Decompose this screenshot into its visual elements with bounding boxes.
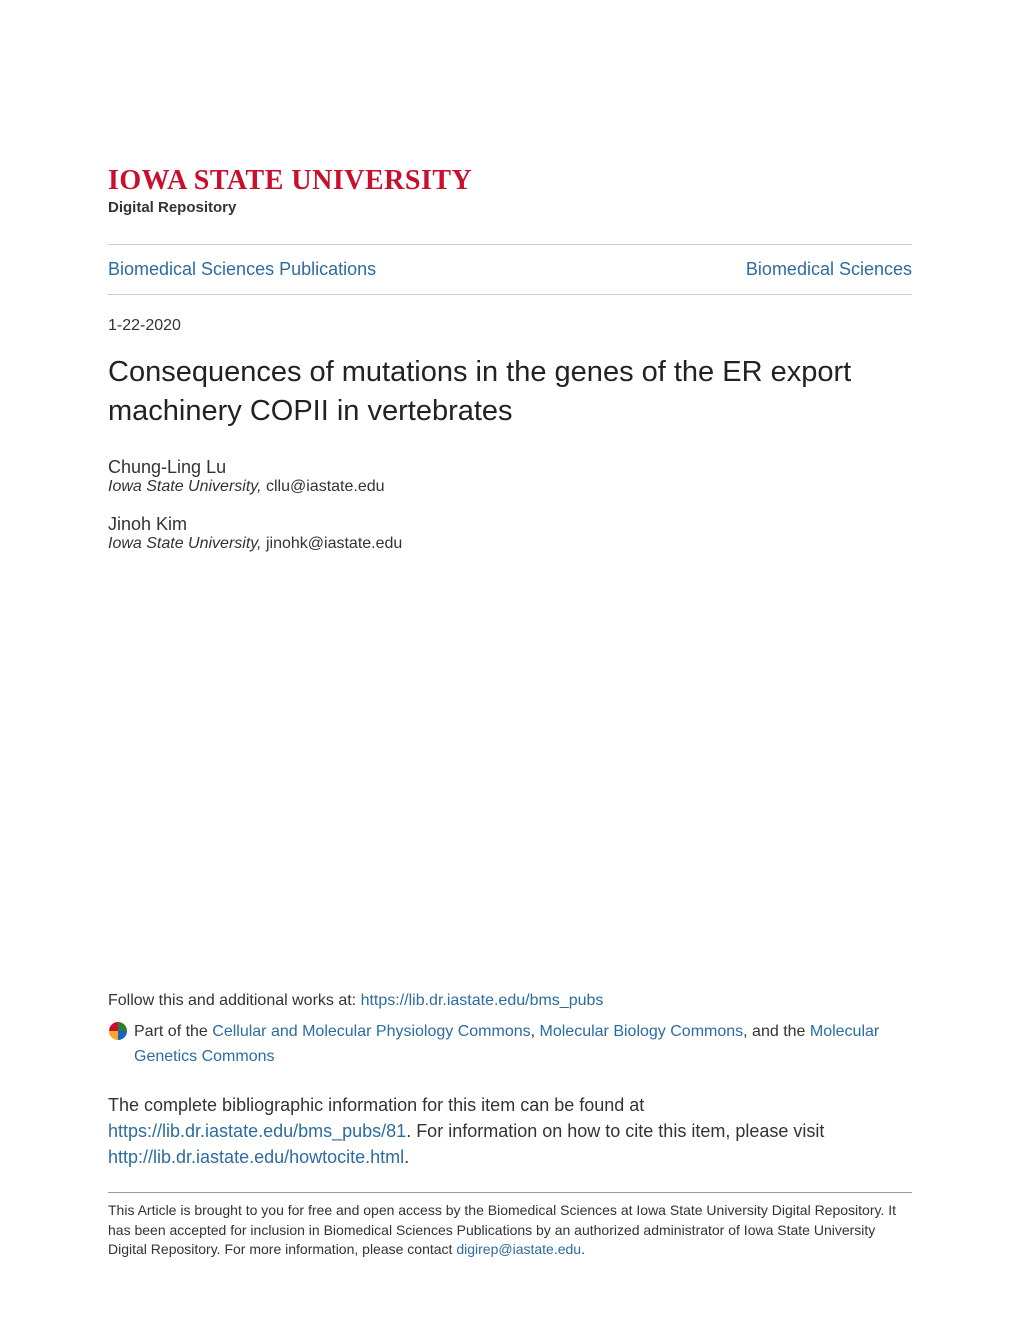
publication-date: 1-22-2020 xyxy=(108,317,912,335)
institution-logo: IOWA STATE UNIVERSITY Digital Repository xyxy=(108,165,912,216)
breadcrumb-nav: Biomedical Sciences Publications Biomedi… xyxy=(108,245,912,294)
biblio-suffix: . xyxy=(404,1147,409,1167)
author-block: Chung-Ling LuIowa State University, cllu… xyxy=(108,457,912,496)
biblio-prefix: The complete bibliographic information f… xyxy=(108,1095,644,1115)
part-of-row: Part of the Cellular and Molecular Physi… xyxy=(108,1020,912,1070)
footer-text-after: . xyxy=(581,1241,585,1257)
part-of-text: Part of the Cellular and Molecular Physi… xyxy=(134,1020,912,1070)
biblio-mid: . For information on how to cite this it… xyxy=(406,1121,824,1141)
author-email: cllu@iastate.edu xyxy=(266,478,385,495)
biblio-item-link[interactable]: https://lib.dr.iastate.edu/bms_pubs/81 xyxy=(108,1121,406,1141)
commons-link[interactable]: Cellular and Molecular Physiology Common… xyxy=(212,1023,530,1040)
follow-prefix: Follow this and additional works at: xyxy=(108,992,361,1009)
network-icon xyxy=(108,1021,128,1041)
follow-link[interactable]: https://lib.dr.iastate.edu/bms_pubs xyxy=(361,992,604,1009)
follow-works-line: Follow this and additional works at: htt… xyxy=(108,992,912,1010)
divider-bottom xyxy=(108,294,912,295)
footer-contact-link[interactable]: digirep@iastate.edu xyxy=(456,1241,581,1257)
vertical-spacer xyxy=(108,553,912,992)
author-name: Chung-Ling Lu xyxy=(108,457,912,478)
author-affiliation: Iowa State University, jinohk@iastate.ed… xyxy=(108,535,912,553)
author-affiliation: Iowa State University, cllu@iastate.edu xyxy=(108,478,912,496)
authors-list: Chung-Ling LuIowa State University, cllu… xyxy=(108,431,912,553)
collection-link[interactable]: Biomedical Sciences Publications xyxy=(108,259,376,280)
page-container: IOWA STATE UNIVERSITY Digital Repository… xyxy=(108,165,912,1260)
bibliographic-info: The complete bibliographic information f… xyxy=(108,1092,912,1170)
logo-sub-text: Digital Repository xyxy=(108,199,912,216)
department-link[interactable]: Biomedical Sciences xyxy=(746,259,912,280)
author-email: jinohk@iastate.edu xyxy=(266,535,402,552)
article-title: Consequences of mutations in the genes o… xyxy=(108,353,912,431)
author-name: Jinoh Kim xyxy=(108,514,912,535)
logo-main-text: IOWA STATE UNIVERSITY xyxy=(108,165,912,197)
access-statement: This Article is brought to you for free … xyxy=(108,1201,912,1260)
footer-divider xyxy=(108,1192,912,1193)
biblio-howtocite-link[interactable]: http://lib.dr.iastate.edu/howtocite.html xyxy=(108,1147,404,1167)
commons-link[interactable]: Molecular Biology Commons xyxy=(540,1023,744,1040)
author-block: Jinoh KimIowa State University, jinohk@i… xyxy=(108,514,912,553)
